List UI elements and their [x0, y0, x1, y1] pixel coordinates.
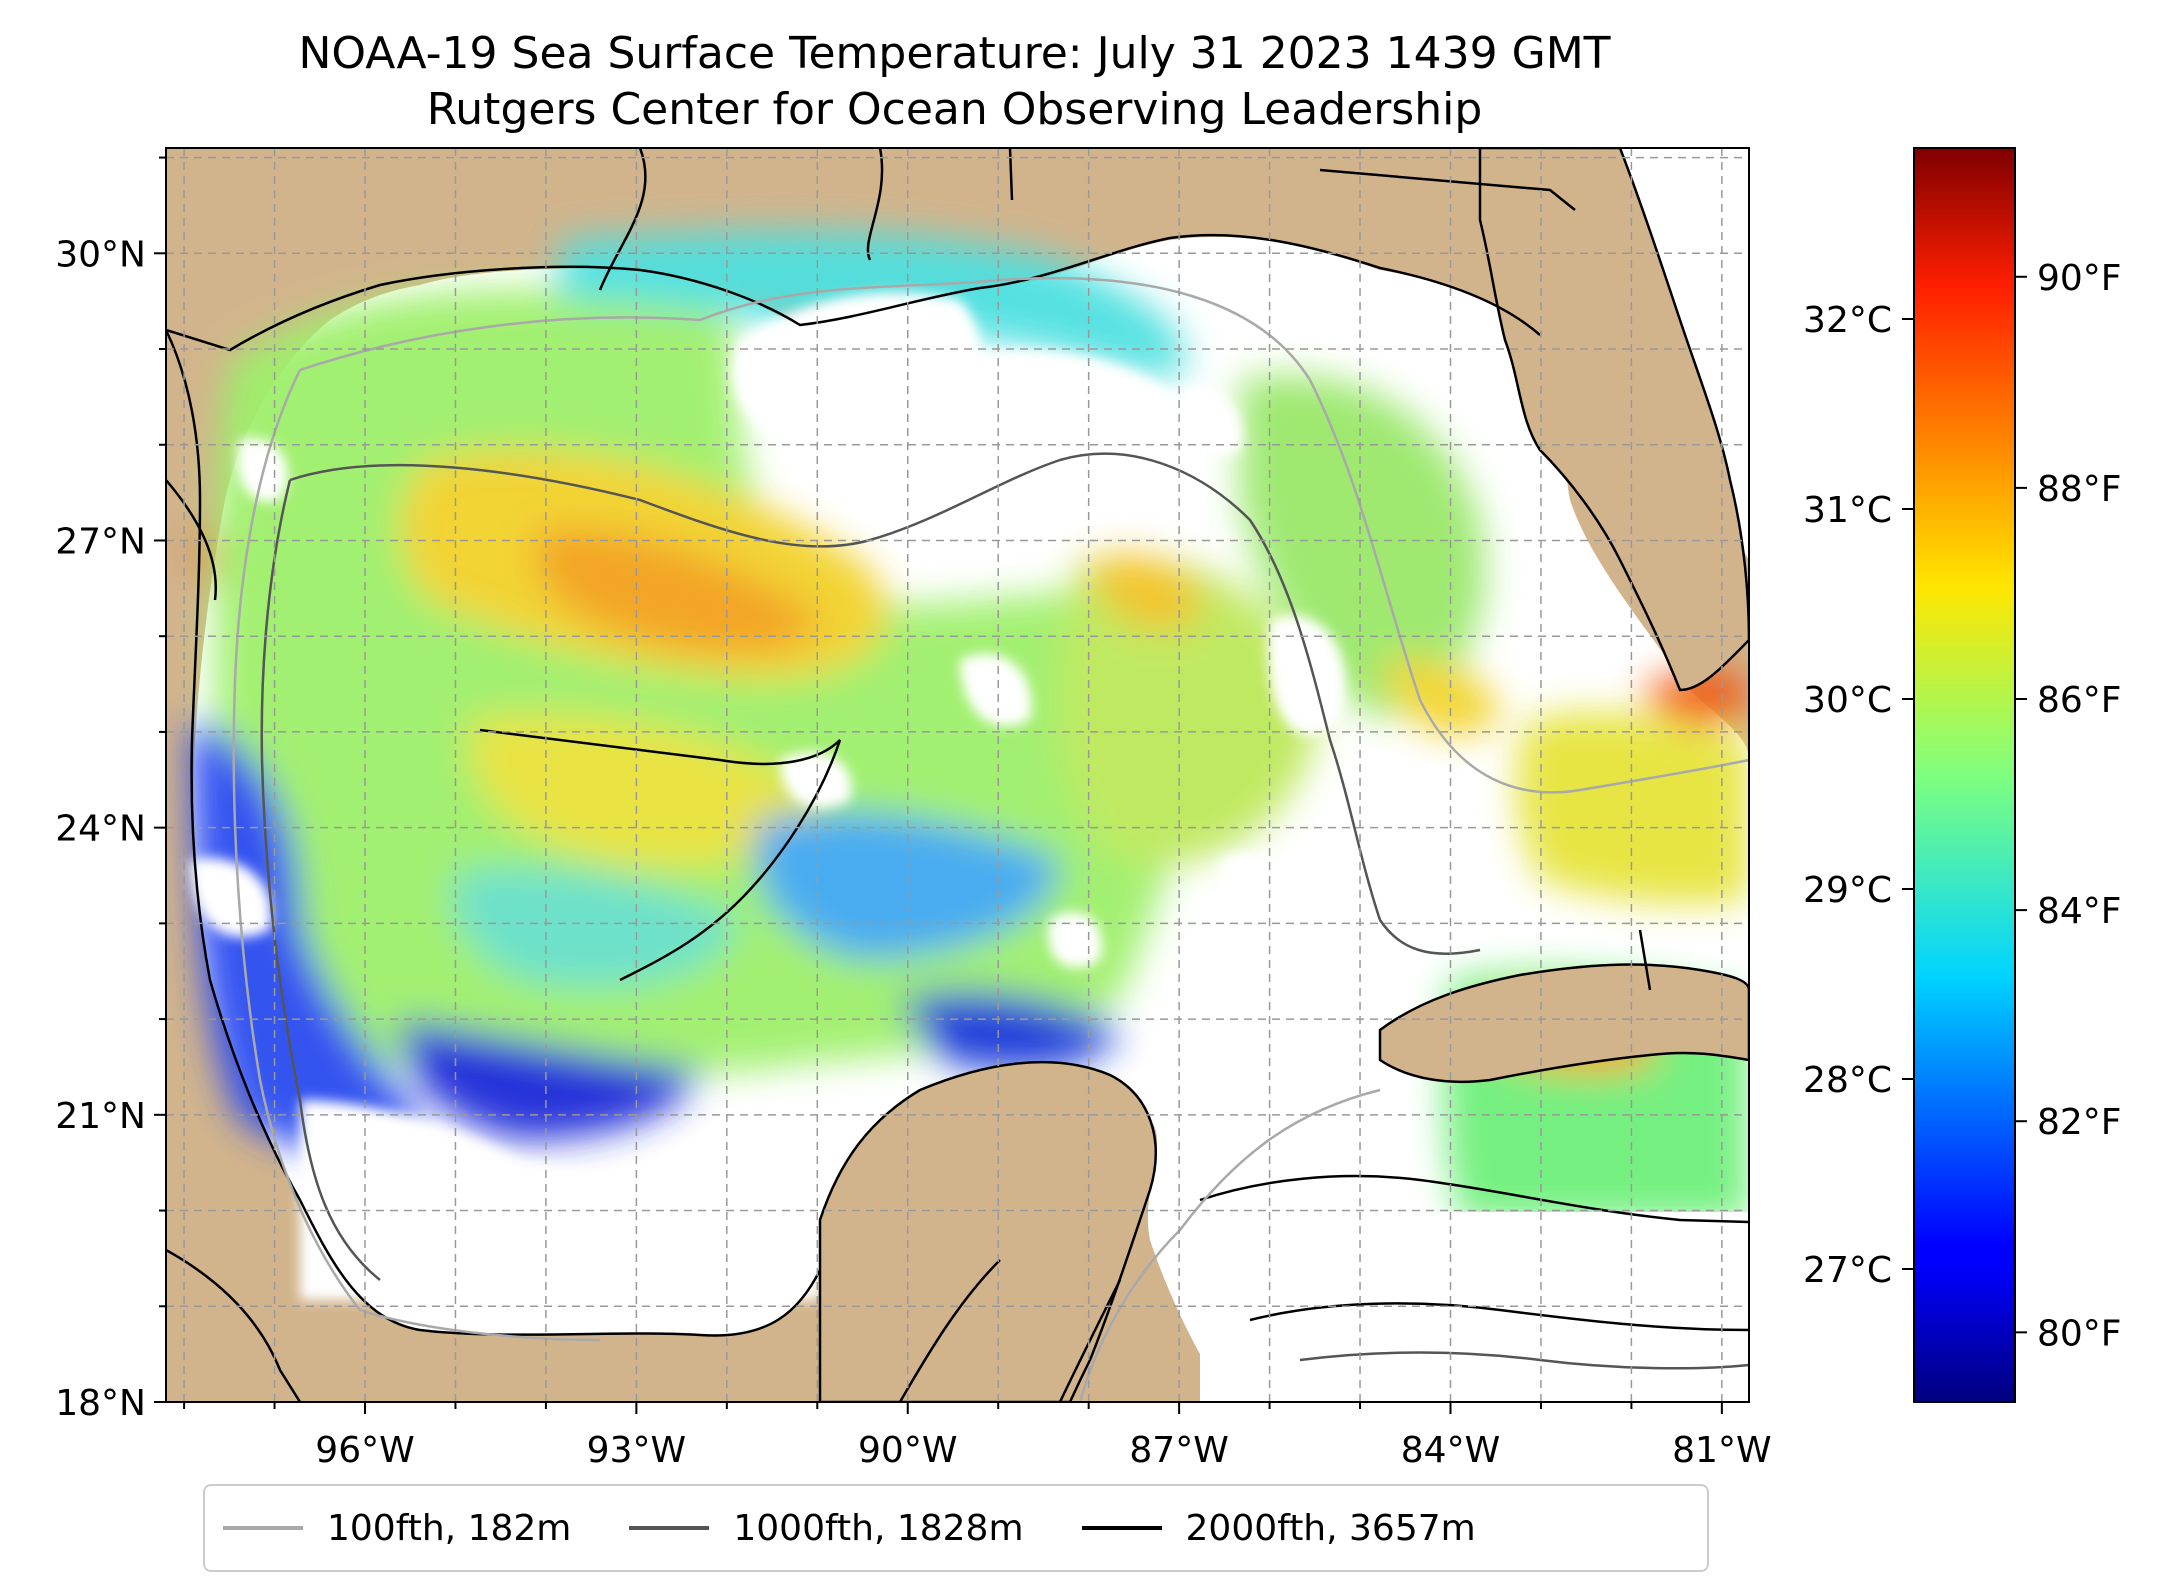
lon-tick-label: 93°W	[587, 1430, 686, 1471]
legend-label-1000fth: 1000fth, 1828m	[733, 1507, 1024, 1549]
cbar-label-fahrenheit: 86°F	[2037, 680, 2122, 721]
colorbar	[1914, 148, 2015, 1402]
legend-item-100fth: 100fth, 182m	[223, 1508, 571, 1549]
cuba-land	[1378, 963, 1749, 1084]
lon-tick-label: 96°W	[315, 1430, 414, 1471]
colorbar-labels: 27°C 28°C 29°C 30°C 31°C 32°C 80°F 82°F 84°F 86°F…	[1803, 258, 2121, 1355]
legend-line-2000fth	[1081, 1526, 1162, 1530]
lon-tick-label: 84°W	[1401, 1430, 1500, 1471]
lat-tick-label: 21°N	[55, 1096, 146, 1137]
contour-2000fth-south	[1249, 1302, 1749, 1332]
colorbar-ticks	[1902, 275, 2027, 1334]
yucatan-land	[818, 1060, 1157, 1402]
legend-item-2000fth: 2000fth, 3657m	[1081, 1507, 1476, 1549]
political-borders	[166, 148, 1652, 1402]
legend-item-1000fth: 1000fth, 1828m	[629, 1507, 1024, 1549]
cbar-label-celsius: 32°C	[1803, 300, 1892, 341]
cbar-label-celsius: 30°C	[1803, 680, 1892, 721]
lat-tick-label: 30°N	[55, 234, 146, 275]
cbar-label-celsius: 29°C	[1803, 870, 1892, 911]
bathymetry-contours	[232, 276, 1749, 1402]
chart-title: NOAA-19 Sea Surface Temperature: July 31…	[298, 28, 1611, 79]
florida-land	[1478, 148, 1749, 692]
chart-subtitle: Rutgers Center for Ocean Observing Leade…	[426, 84, 1483, 135]
contour-2000fth	[479, 728, 842, 982]
contour-100fth-yucatan	[1078, 1088, 1381, 1402]
cbar-label-celsius: 31°C	[1803, 490, 1892, 531]
legend-line-100fth	[223, 1526, 303, 1530]
contour-1000fth-west	[260, 479, 381, 1281]
contour-1000fth	[289, 452, 1481, 955]
lon-tick-label: 87°W	[1129, 1430, 1228, 1471]
contour-100fth	[299, 276, 1749, 794]
gridlines	[166, 148, 1749, 1403]
legend-label-100fth: 100fth, 182m	[327, 1507, 572, 1549]
cbar-label-fahrenheit: 80°F	[2037, 1313, 2122, 1354]
contour-1000fth-south	[1299, 1351, 1749, 1370]
lat-tick-label: 24°N	[55, 809, 146, 850]
lon-tick-label: 90°W	[858, 1430, 957, 1471]
map-frame	[165, 147, 1750, 1403]
contour-100fth-west	[232, 369, 601, 1342]
cbar-label-fahrenheit: 82°F	[2037, 1102, 2122, 1143]
cbar-label-fahrenheit: 84°F	[2037, 891, 2122, 932]
cbar-label-celsius: 27°C	[1803, 1250, 1892, 1291]
legend-label-2000fth: 2000fth, 3657m	[1185, 1507, 1476, 1549]
lon-tick-label: 81°W	[1672, 1430, 1771, 1471]
cbar-label-fahrenheit: 88°F	[2037, 469, 2122, 510]
cbar-label-celsius: 28°C	[1803, 1060, 1892, 1101]
northern-coastline	[166, 233, 1541, 352]
cbar-label-fahrenheit: 90°F	[2037, 258, 2122, 299]
axis-labels: 96°W 93°W 90°W 87°W 84°W 81°W 30°N 27°N 24°N 21°N…	[55, 234, 1771, 1471]
contour-legend: 100fth, 182m 1000fth, 1828m 2000fth, 365…	[203, 1484, 1709, 1572]
sst-field	[190, 231, 1749, 1402]
lat-tick-label: 18°N	[55, 1383, 146, 1424]
colorbar-frame	[1913, 147, 2016, 1403]
western-coastline	[166, 329, 822, 1337]
land-masses	[818, 148, 1749, 1402]
legend-line-1000fth	[629, 1526, 710, 1530]
map-area	[166, 148, 1749, 1402]
axis-ticks	[154, 156, 1723, 1414]
lat-tick-label: 27°N	[55, 521, 146, 562]
